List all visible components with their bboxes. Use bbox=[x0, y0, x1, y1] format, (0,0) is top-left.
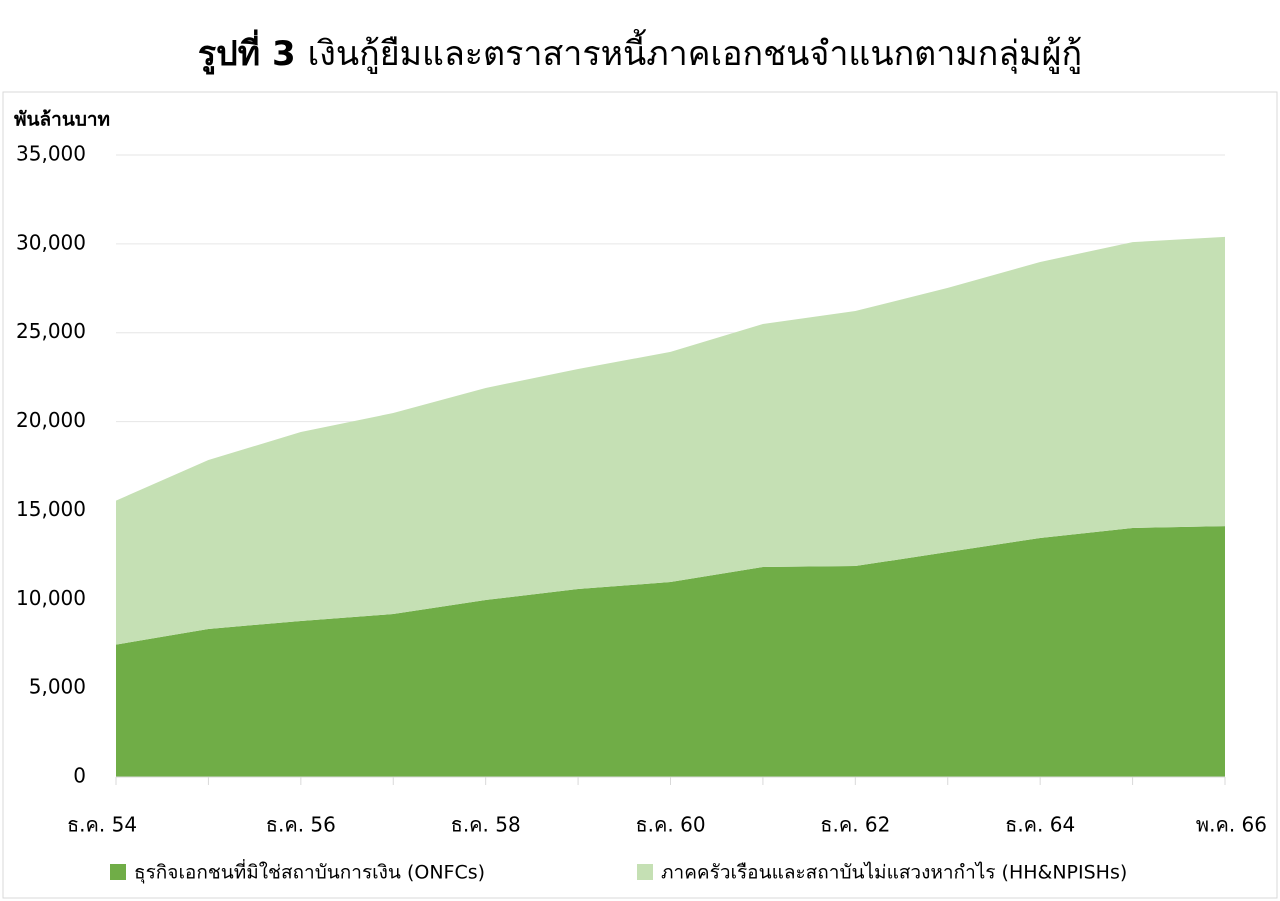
area bbox=[116, 236, 1225, 645]
y-tick-label: 35,000 bbox=[16, 142, 86, 166]
x-tick-label: พ.ค. 66 bbox=[1196, 813, 1267, 837]
x-tick-label: ธ.ค. 56 bbox=[266, 813, 336, 837]
area bbox=[116, 526, 1225, 777]
plot-area: 0 5,000 10,000 15,000 20,000 25,000 30,000 35,0… bbox=[16, 142, 1267, 885]
x-tick-label: ธ.ค. 60 bbox=[635, 813, 705, 837]
legend-swatch bbox=[110, 864, 126, 880]
y-tick-label: 15,000 bbox=[16, 497, 86, 521]
title-text: เงินกู้ยืมและตราสารหนี้ภาคเอกชนจำแนกตามก… bbox=[308, 29, 1082, 74]
y-tick-label: 20,000 bbox=[16, 408, 86, 432]
x-tick-label: ธ.ค. 64 bbox=[1005, 813, 1075, 837]
legend-label: ภาคครัวเรือนและสถาบันไม่แสวงหากำไร (HH&N… bbox=[661, 862, 1127, 884]
legend-swatch bbox=[637, 864, 653, 880]
y-tick-label: 10,000 bbox=[16, 586, 86, 610]
x-tick-label: ธ.ค. 58 bbox=[451, 813, 521, 837]
y-tick-label: 30,000 bbox=[16, 230, 86, 254]
y-tick-label: 5,000 bbox=[29, 675, 86, 699]
legend-label: ธุรกิจเอกชนที่มิใช่สถาบันการเงิน (ONFCs) bbox=[134, 859, 485, 885]
x-tick-label: ธ.ค. 54 bbox=[67, 813, 137, 837]
chart-title: รูปที่ 3 เงินกู้ยืมและตราสารหนี้ภาคเอกชนจ… bbox=[198, 29, 1082, 75]
x-tick-label: ธ.ค. 62 bbox=[820, 813, 890, 837]
y-tick-label: 0 bbox=[73, 764, 86, 788]
y-tick-label: 25,000 bbox=[16, 319, 86, 343]
chart-frame bbox=[2, 91, 1278, 899]
y-axis-title: พันล้านบาท bbox=[14, 109, 110, 131]
title-label: รูปที่ 3 bbox=[198, 29, 296, 75]
